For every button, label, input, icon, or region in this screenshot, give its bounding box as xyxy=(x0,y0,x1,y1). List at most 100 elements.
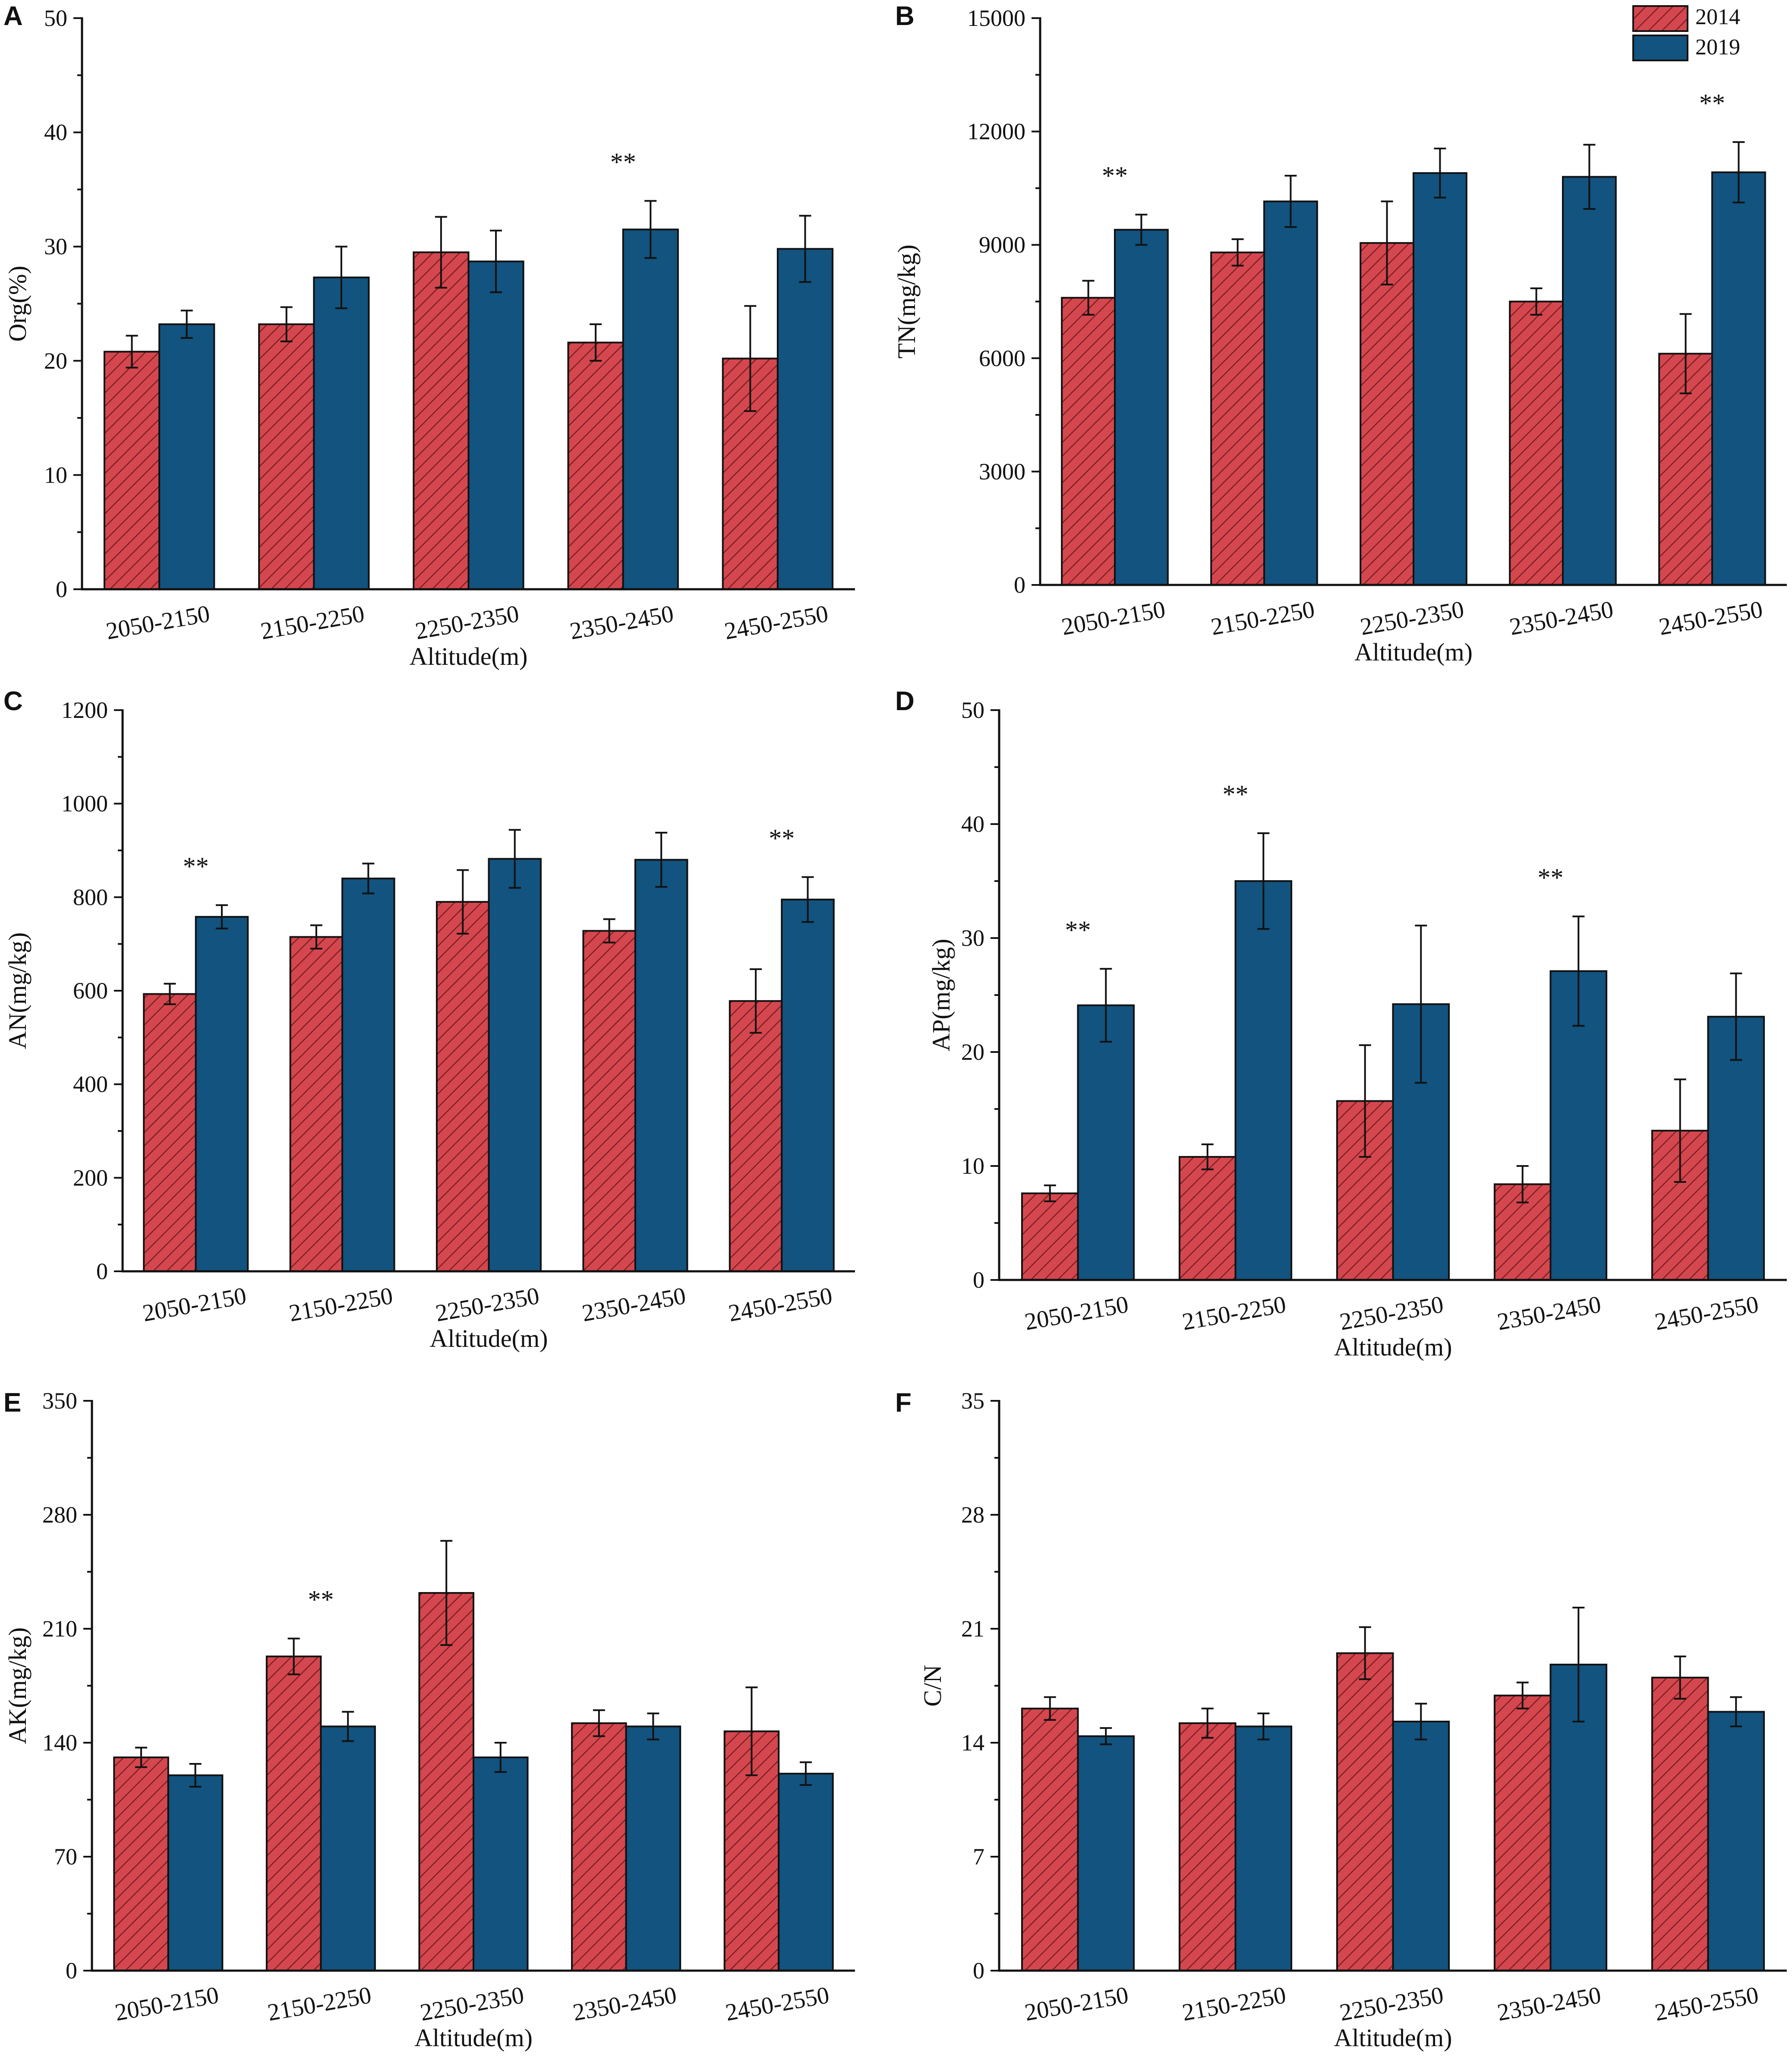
bar-2014-2150-2250 xyxy=(1178,1722,1237,1972)
y-tick-label: 30 xyxy=(961,925,984,951)
bar-2019-2450-2550 xyxy=(781,898,835,1272)
bar-2014-2050-2150 xyxy=(1021,1707,1079,1972)
x-tick-label: 2050-2150 xyxy=(1023,1982,1131,2026)
y-tick-label: 14 xyxy=(961,1730,984,1756)
panel-e: E 0 70 140 210 280 350 ** 2050-2150 2150-2250 2250… xyxy=(3,1388,855,2052)
x-tick-label: 2250-2350 xyxy=(418,1982,526,2026)
panel-c: C 0 200 400 600 800 1000 1200 ** ** 2050-2150 2150-… xyxy=(3,686,855,1352)
y-tick-label: 9000 xyxy=(979,232,1025,258)
y-tick-label: 800 xyxy=(73,884,108,910)
x-tick-label: 2150-2250 xyxy=(1180,1982,1288,2026)
x-tick-label: 2450-2550 xyxy=(723,1982,831,2026)
bar-2019-2350-2450 xyxy=(622,228,679,590)
y-tick-label: 15000 xyxy=(967,5,1025,31)
x-tick-label: 2050-2150 xyxy=(141,1283,249,1327)
bar-2019-2250-2350 xyxy=(473,1756,529,1972)
y-tick-label: 0 xyxy=(973,1958,984,1984)
x-tick-label: 2450-2550 xyxy=(722,600,830,645)
y-tick-label: 0 xyxy=(1014,572,1025,598)
x-tick-label: 2450-2550 xyxy=(726,1283,834,1327)
x-tick-label: 2450-2550 xyxy=(1653,1291,1761,1336)
bar-2019-2150-2250 xyxy=(1234,880,1293,1281)
bar-2019-2350-2450 xyxy=(1562,176,1617,586)
bar-2019-2250-2350 xyxy=(467,260,524,590)
bar-2019-2450-2550 xyxy=(1711,171,1766,586)
x-tick-label: 2150-2250 xyxy=(259,600,366,645)
significance-marker: ** xyxy=(1699,89,1725,117)
y-tick-label: 0 xyxy=(96,1258,108,1284)
panel-letter: B xyxy=(895,1,915,31)
legend-label-2014: 2014 xyxy=(1695,5,1740,29)
bar-2019-2350-2450 xyxy=(634,859,688,1272)
y-tick-label: 30 xyxy=(44,234,67,259)
panel-a: A 0 10 20 30 40 50 ** 2050-2150 2150-2250 2250-235… xyxy=(3,1,855,670)
y-tick-label: 28 xyxy=(961,1502,984,1528)
y-tick-label: 50 xyxy=(961,697,984,723)
panel-b: B 0 3000 6000 9000 12000 15000 ** ** 2050-2150 215… xyxy=(893,1,1787,666)
y-tick-label: 350 xyxy=(42,1388,77,1414)
bar-2014-2150-2250 xyxy=(1178,1156,1237,1281)
bar-2019-2350-2450 xyxy=(625,1725,681,1972)
bar-2014-2350-2450 xyxy=(1493,1694,1552,1972)
significance-marker: ** xyxy=(183,852,209,881)
bar-2019-2050-2150 xyxy=(158,323,215,590)
y-tick-label: 40 xyxy=(44,120,67,145)
bar-2014-2150-2250 xyxy=(258,323,315,590)
panel-letter: A xyxy=(3,1,23,31)
y-tick-label: 21 xyxy=(961,1616,984,1642)
bar-2019-2450-2550 xyxy=(1707,1711,1765,1972)
bar-2014-2350-2450 xyxy=(582,930,636,1272)
x-tick-label: 2350-2450 xyxy=(1508,596,1615,641)
y-tick-label: 10 xyxy=(961,1153,984,1179)
bar-2019-2150-2250 xyxy=(341,878,395,1272)
x-tick-label: 2050-2150 xyxy=(113,1982,221,2026)
y-axis-label: C/N xyxy=(918,1665,946,1707)
bar-2014-2350-2450 xyxy=(567,341,624,590)
y-axis-label: TN(mg/kg) xyxy=(893,244,921,358)
x-tick-label: 2250-2350 xyxy=(1338,1291,1446,1336)
bar-2014-2350-2450 xyxy=(1509,300,1564,586)
y-tick-label: 600 xyxy=(73,978,108,1004)
x-axis-label: Altitude(m) xyxy=(1334,2024,1452,2052)
y-tick-label: 50 xyxy=(44,5,67,31)
x-tick-label: 2450-2550 xyxy=(1653,1982,1761,2026)
bar-2014-2050-2150 xyxy=(1061,297,1116,586)
x-tick-label: 2350-2450 xyxy=(571,1982,679,2026)
x-tick-label: 2150-2250 xyxy=(1180,1291,1288,1336)
y-tick-label: 280 xyxy=(42,1502,77,1528)
bar-2014-2050-2150 xyxy=(113,1756,169,1972)
x-tick-label: 2150-2250 xyxy=(287,1283,395,1327)
bar-2014-2350-2450 xyxy=(571,1722,627,1972)
significance-marker: ** xyxy=(1223,780,1249,809)
significance-marker: ** xyxy=(769,824,795,853)
y-tick-label: 0 xyxy=(56,576,67,602)
panel-letter: E xyxy=(3,1388,21,1418)
x-tick-label: 2150-2250 xyxy=(265,1982,373,2026)
bar-2014-2250-2350 xyxy=(1336,1652,1394,1972)
x-tick-label: 2050-2150 xyxy=(1060,596,1167,641)
bar-2019-2050-2150 xyxy=(195,916,249,1272)
x-tick-label: 2350-2450 xyxy=(568,600,676,645)
x-tick-label: 2350-2450 xyxy=(580,1283,688,1327)
y-tick-label: 7 xyxy=(973,1844,984,1870)
y-axis-label: Org(%) xyxy=(3,265,32,341)
y-tick-label: 1200 xyxy=(61,697,108,723)
significance-marker: ** xyxy=(308,1586,334,1614)
bar-2019-2050-2150 xyxy=(167,1774,224,1972)
y-tick-label: 140 xyxy=(42,1730,77,1756)
y-tick-label: 40 xyxy=(961,811,984,837)
x-tick-label: 2450-2550 xyxy=(1657,596,1765,641)
legend-swatch-2014 xyxy=(1632,5,1688,32)
x-tick-label: 2350-2450 xyxy=(1495,1291,1603,1336)
x-tick-label: 2250-2350 xyxy=(413,600,521,645)
panels: A 0 10 20 30 40 50 ** 2050-2150 2150-2250 2250-235… xyxy=(3,1,1787,2052)
x-axis-label: Altitude(m) xyxy=(1334,1333,1452,1361)
x-tick-label: 2050-2150 xyxy=(104,600,212,645)
legend: 2014 2019 xyxy=(1632,5,1740,61)
y-tick-label: 10 xyxy=(44,462,67,488)
bar-2014-2250-2350 xyxy=(418,1592,474,1972)
significance-marker: ** xyxy=(1538,863,1564,892)
y-tick-label: 3000 xyxy=(979,458,1025,484)
x-tick-label: 2050-2150 xyxy=(1023,1291,1131,1336)
